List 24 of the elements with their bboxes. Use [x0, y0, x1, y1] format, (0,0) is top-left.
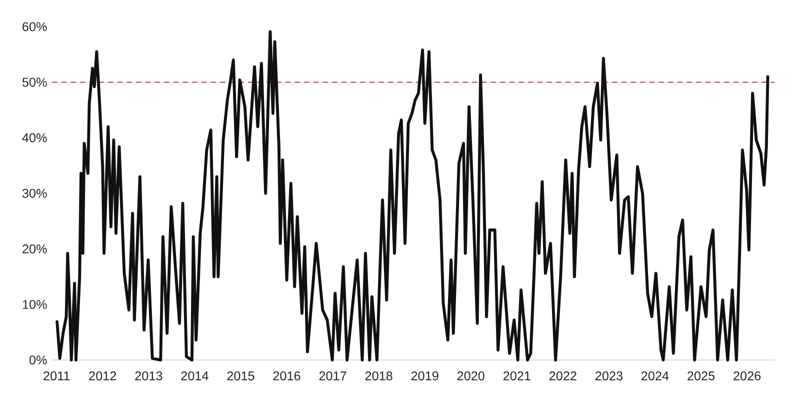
x-tick-label: 2020: [457, 371, 484, 380]
x-tick-label: 2012: [89, 371, 116, 380]
x-tick-label: 2015: [227, 371, 254, 380]
x-tick-label: 2017: [319, 371, 346, 380]
x-tick-label: 2022: [549, 371, 576, 380]
y-tick-label: 60%: [22, 22, 47, 32]
y-tick-label: 40%: [22, 133, 47, 142]
x-tick-label: 2018: [365, 371, 392, 380]
x-tick-label: 2025: [688, 371, 715, 380]
x-tick-label: 2014: [181, 371, 208, 380]
x-tick-label: 2024: [642, 371, 669, 380]
line-series: [56, 30, 770, 362]
y-tick-label: 50%: [22, 78, 47, 87]
y-tick-label: 20%: [22, 244, 47, 254]
x-tick-label: 2026: [734, 371, 761, 380]
x-tick-label: 2023: [596, 371, 622, 380]
y-tick-label: 0%: [29, 356, 47, 364]
x-tick-label: 2021: [503, 371, 530, 380]
x-tick-label: 2011: [44, 371, 70, 380]
x-tick-label: 2019: [411, 371, 438, 380]
y-tick-label: 10%: [22, 300, 47, 309]
x-tick-label: 2016: [273, 371, 300, 380]
x-tick-label: 2013: [135, 371, 162, 380]
y-tick-label: 30%: [22, 188, 47, 198]
